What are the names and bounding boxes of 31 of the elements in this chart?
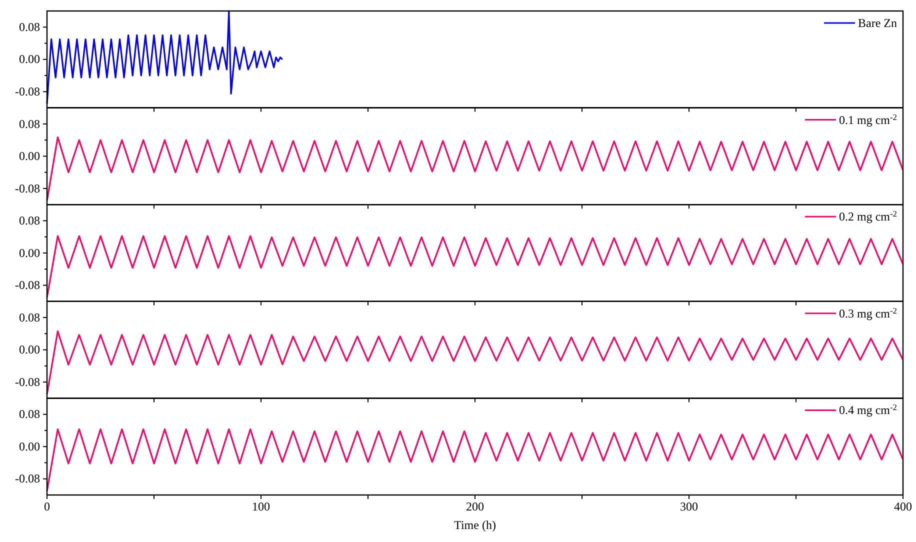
y-tick-label: 0.08 xyxy=(19,310,40,324)
x-tick-label: 0 xyxy=(44,500,50,514)
legend-label: 0.3 mg cm$^{-2}$ xyxy=(839,306,897,320)
y-tick-label: -0.08 xyxy=(15,472,40,486)
legend-label: Bare Zn xyxy=(858,16,897,30)
y-tick-label: 0.00 xyxy=(19,439,40,454)
y-tick-label: 0.08 xyxy=(19,116,40,131)
line-series xyxy=(46,428,904,492)
y-tick-label: 0.00 xyxy=(19,246,40,260)
x-tick-label: 100 xyxy=(252,500,270,514)
y-tick-label: -0.08 xyxy=(15,374,40,389)
line-series xyxy=(46,136,904,202)
x-tick-label: 200 xyxy=(466,500,484,514)
y-tick-label: -0.08 xyxy=(15,278,40,292)
y-tick-label: -0.08 xyxy=(15,181,40,196)
y-tick-label: 0.08 xyxy=(19,214,40,228)
y-tick-label: 0.08 xyxy=(19,20,40,34)
y-tick-label: 0.00 xyxy=(19,149,40,164)
y-tick-label: 0.00 xyxy=(19,342,40,357)
line-series xyxy=(46,235,904,298)
x-tick-label: 300 xyxy=(680,500,698,514)
line-series xyxy=(46,330,904,395)
y-tick-label: 0.08 xyxy=(19,407,40,422)
x-axis-title: Time (h) xyxy=(454,518,496,532)
y-tick-label: 0.00 xyxy=(19,52,40,66)
legend-label: 0.4 mg cm$^{-2}$ xyxy=(839,402,897,418)
legend-label: 0.1 mg cm$^{-2}$ xyxy=(839,112,897,127)
line-series xyxy=(46,10,284,105)
y-tick-label: -0.08 xyxy=(15,84,40,99)
x-tick-label: 400 xyxy=(894,500,912,514)
legend-label: 0.2 mg cm$^{-2}$ xyxy=(839,209,897,224)
